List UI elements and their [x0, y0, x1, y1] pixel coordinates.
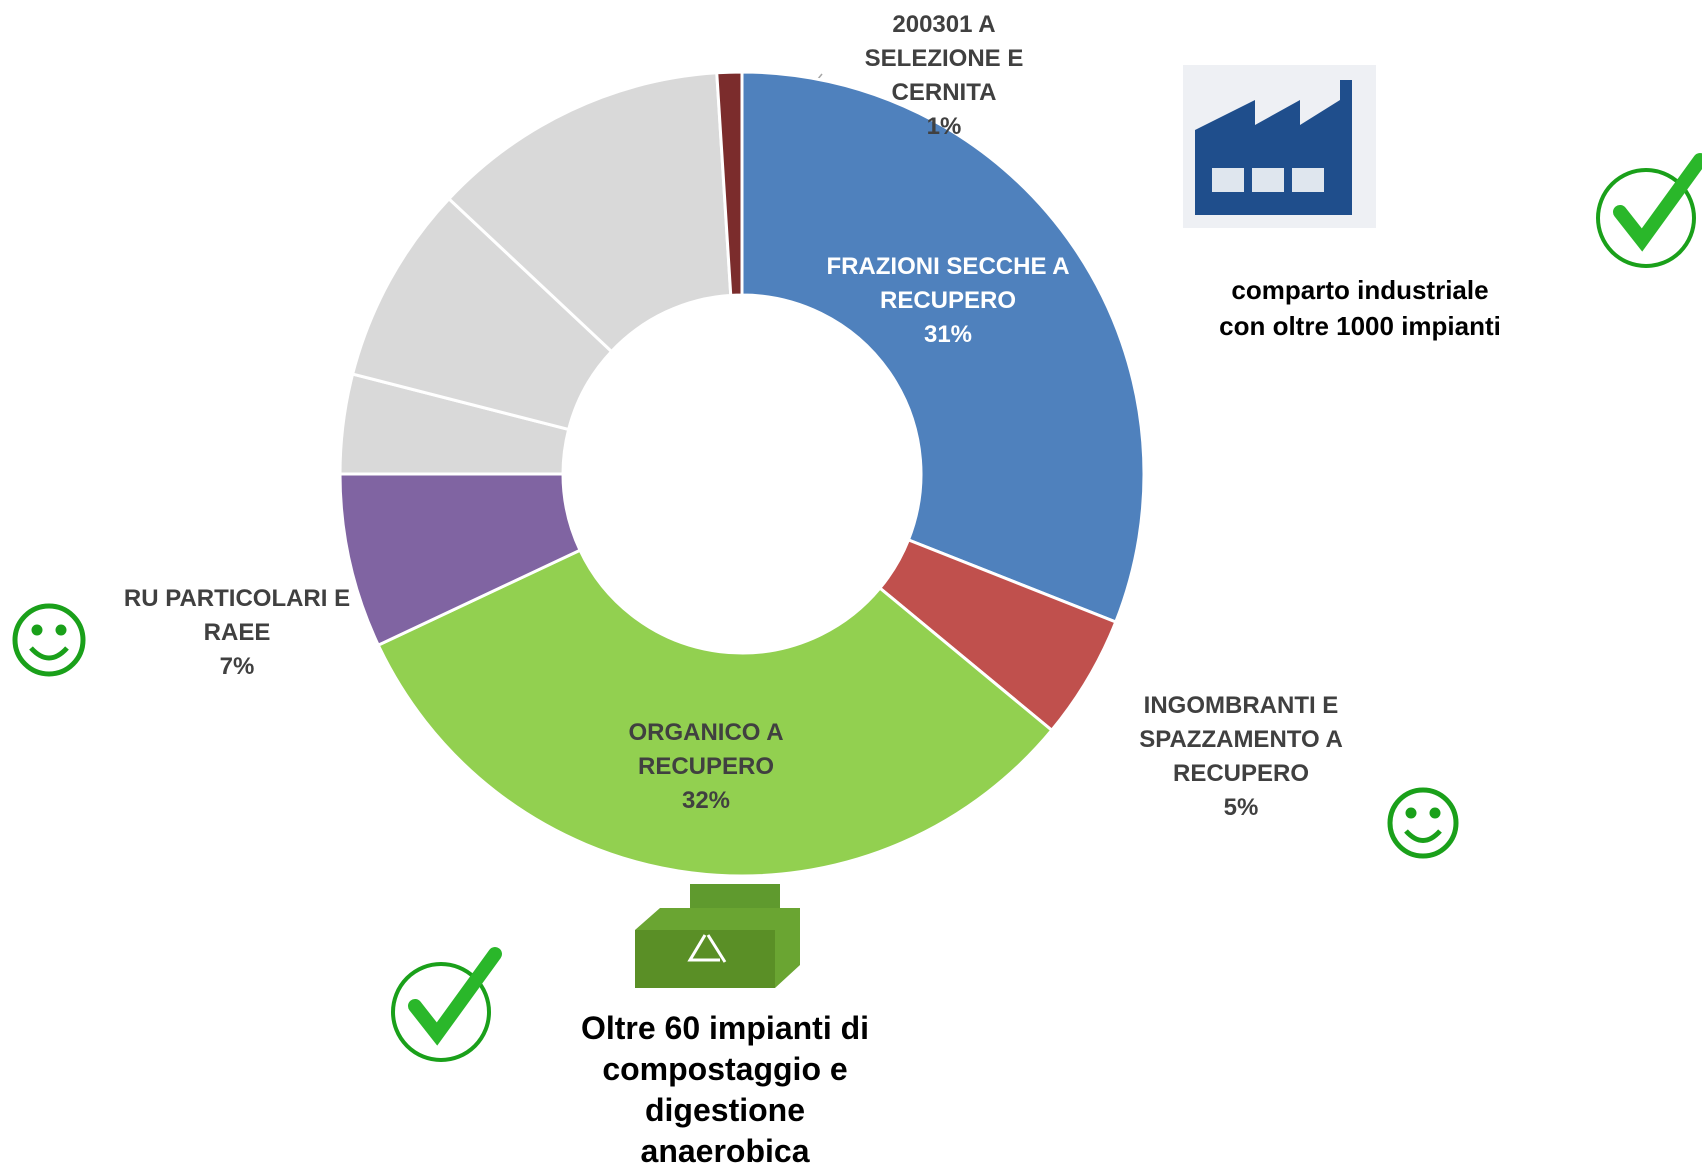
annotation-line: comparto industriale: [1231, 275, 1489, 305]
smiley-icon: [12, 603, 86, 677]
category-label: RU PARTICOLARI E RAEE: [123, 585, 351, 646]
data-label: INGOMBRANTI E SPAZZAMENTO A RECUPERO 5%: [1109, 689, 1374, 825]
annotation-line: anaerobica: [640, 1133, 810, 1169]
check-icon: [1596, 153, 1702, 268]
smiley-icon: [1387, 787, 1459, 859]
category-label: ORGANICO A RECUPERO: [628, 719, 784, 780]
data-label: 200301 A SELEZIONE E CERNITA 1%: [844, 8, 1044, 144]
factory-icon: [1183, 65, 1376, 228]
data-label: ORGANICO A RECUPERO 32%: [611, 716, 801, 818]
value-label: 31%: [923, 321, 973, 348]
annotation-line: compostaggio e: [602, 1051, 848, 1087]
annotation-line: digestione: [644, 1092, 805, 1128]
donut-segment: [446, 71, 733, 354]
value-label: 1%: [926, 113, 962, 140]
category-label: 200301 A SELEZIONE E CERNITA: [864, 11, 1024, 106]
donut-segment: [376, 548, 1054, 878]
value-label: 32%: [681, 787, 731, 814]
donut-segment: [715, 70, 744, 297]
check-icon: [391, 947, 502, 1062]
annotation: Oltre 60 impianti di compostaggio e digest…: [515, 1008, 935, 1172]
annotation-line: Oltre 60 impianti di: [580, 1010, 870, 1046]
category-label: FRAZIONI SECCHE A RECUPERO: [826, 253, 1070, 314]
annotation-line: con oltre 1000 impianti: [1219, 311, 1501, 341]
data-label: RU PARTICOLARI E RAEE 7%: [112, 582, 362, 684]
donut-segment: [740, 70, 1146, 624]
recycle-box-icon: [635, 884, 800, 988]
value-label: 7%: [219, 653, 255, 680]
category-label: INGOMBRANTI E SPAZZAMENTO A RECUPERO: [1139, 692, 1343, 787]
annotation: comparto industriale con oltre 1000 impia…: [1150, 272, 1570, 344]
value-label: 5%: [1223, 794, 1259, 821]
data-label: FRAZIONI SECCHE A RECUPERO 31%: [813, 250, 1083, 352]
